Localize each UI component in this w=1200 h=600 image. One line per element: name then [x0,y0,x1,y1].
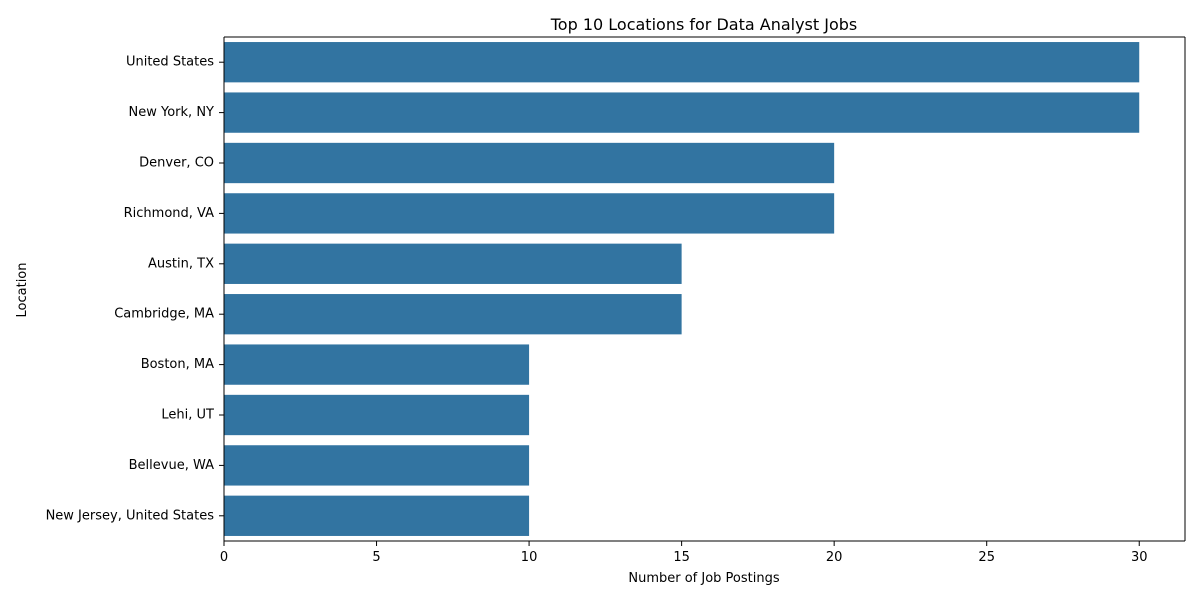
y-tick-label: Bellevue, WA [129,458,214,473]
bar [224,92,1140,133]
bar [224,344,530,385]
x-ticks-group: 0 5 10 15 20 25 30 [220,541,1148,565]
y-tick-label: Austin, TX [148,256,214,271]
y-tick-label: Lehi, UT [161,408,214,423]
chart-title: Top 10 Locations for Data Analyst Jobs [550,15,858,34]
bar [224,394,530,436]
y-tick-label: Boston, MA [141,357,214,372]
bars-group [224,42,1140,536]
x-tick-label: 25 [978,550,995,565]
y-tick-label: New Jersey, United States [46,508,215,523]
x-tick-label: 5 [372,550,380,565]
x-tick-label: 15 [673,550,690,565]
bar [224,243,682,284]
y-ticks-group: United States New York, NY Denver, CO Richm… [46,55,224,523]
bar [224,445,530,486]
bar [224,294,682,335]
axes-frame [223,36,1186,542]
y-tick-label: Denver, CO [139,156,214,171]
x-tick-label: 30 [1131,550,1148,565]
y-tick-label: New York, NY [129,105,215,120]
y-tick-label: United States [126,55,214,70]
bar [224,495,530,536]
bar [224,193,835,234]
x-tick-label: 10 [521,550,538,565]
x-tick-label: 20 [826,550,843,565]
y-axis-label: Location [15,263,30,318]
bar [224,142,835,184]
x-tick-label: 0 [220,550,228,565]
x-axis-label: Number of Job Postings [628,571,779,586]
y-tick-label: Cambridge, MA [114,307,214,322]
bar [224,42,1140,83]
y-tick-label: Richmond, VA [124,206,214,221]
